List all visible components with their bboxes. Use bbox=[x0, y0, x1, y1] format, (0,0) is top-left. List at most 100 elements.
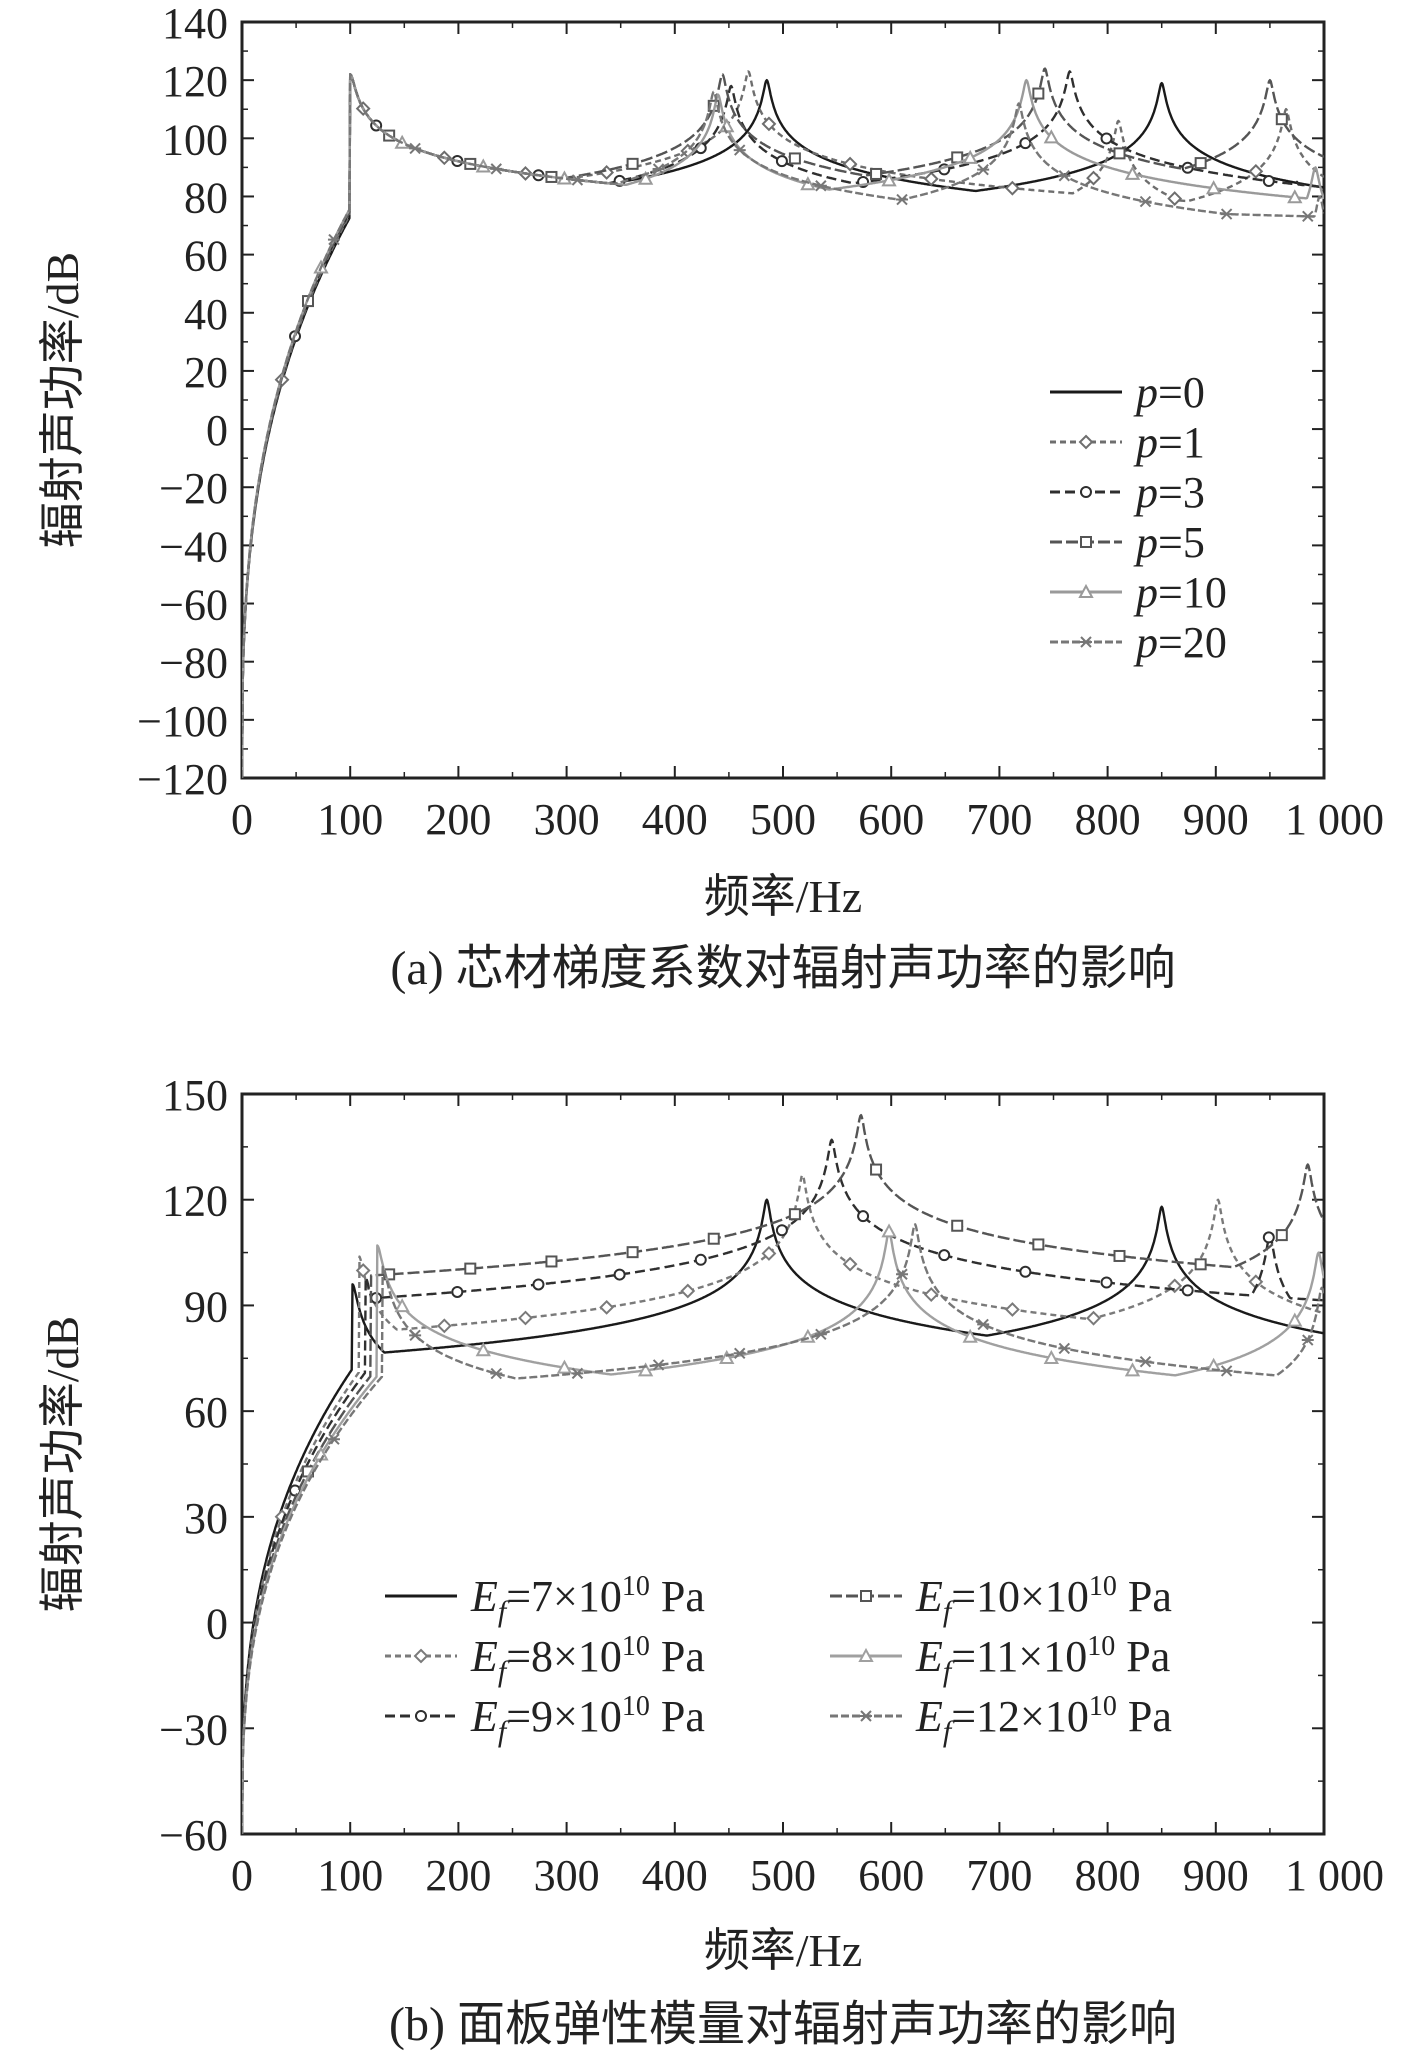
chart-b-series-4-point bbox=[637, 1362, 654, 1377]
chart-a-series-5-point bbox=[896, 193, 909, 206]
chart-b-series-2-point bbox=[694, 1253, 707, 1266]
legend-var: p bbox=[1133, 618, 1158, 667]
chart-b-caption: (b) 面板弹性模量对辐射声功率的影响 bbox=[389, 1998, 1177, 2051]
chart-b-y-tick-label: −60 bbox=[159, 1811, 228, 1860]
legend-var: E bbox=[915, 1692, 943, 1741]
chart-a-series-5-point bbox=[1058, 170, 1071, 182]
chart-b-series-3-point bbox=[1032, 1238, 1045, 1251]
chart-a-series-1-point bbox=[1167, 191, 1183, 206]
chart-a-x-tick-label: 200 bbox=[425, 795, 491, 844]
chart-b-series-2-point bbox=[1019, 1265, 1032, 1278]
chart-a-legend-item-2: p=3 bbox=[1050, 468, 1205, 517]
chart-b-legend-item-2: Ef=9×1010 Pa bbox=[385, 1691, 705, 1748]
chart-b-y-tick-labels: 150 120 90 60 30 0 −30 −60 bbox=[159, 1071, 228, 1860]
chart-b-series-4-point bbox=[719, 1349, 735, 1364]
chart-a-series-1-point bbox=[842, 156, 858, 172]
chart-a-series-lines bbox=[242, 67, 1324, 778]
chart-b-series-1-point bbox=[1004, 1302, 1020, 1317]
chart-a-y-tick-label: 100 bbox=[162, 115, 228, 164]
chart-a-legend-item-1: p=1 bbox=[1050, 418, 1205, 467]
chart-a-series-3-point bbox=[1275, 113, 1288, 126]
chart-b-y-tick-label: 30 bbox=[184, 1494, 228, 1543]
legend-suffix: =0 bbox=[1158, 368, 1205, 417]
chart-a-series-line-5 bbox=[242, 73, 1324, 778]
chart-b-series-1-point bbox=[680, 1283, 696, 1299]
legend-suffix: Pa bbox=[1117, 1572, 1172, 1621]
chart-b-x-tick-label: 300 bbox=[534, 1851, 600, 1900]
chart-a-y-tick-labels: 140 120 100 80 60 40 20 0 −20 −40 −60 −80 −100 −120 bbox=[137, 0, 228, 804]
legend-mid: =10×10 bbox=[951, 1572, 1089, 1621]
chart-b-series-4-point bbox=[475, 1342, 491, 1357]
chart-a-series-4-point bbox=[1124, 165, 1141, 180]
chart-b-series-5-point bbox=[409, 1329, 422, 1342]
chart-b-x-axis-label: 频率/Hz bbox=[704, 1925, 862, 1976]
chart-a-legend-label: p=10 bbox=[1133, 568, 1227, 617]
chart-b-series-4-point bbox=[1287, 1312, 1303, 1327]
chart-b-series-5-point bbox=[896, 1268, 909, 1280]
chart-a-legend-marker bbox=[1078, 583, 1094, 598]
chart-a-series-3-point bbox=[788, 152, 801, 165]
chart-b-legend-item-0: Ef=7×1010 Pa bbox=[385, 1571, 705, 1628]
chart-b-x-tick-label: 100 bbox=[317, 1851, 383, 1900]
chart-a-series-4-point bbox=[1043, 129, 1060, 144]
chart-a-legend-item-3: p=5 bbox=[1050, 518, 1205, 567]
chart-b-series-3-point bbox=[1113, 1249, 1126, 1262]
legend-suffix: =3 bbox=[1158, 468, 1205, 517]
chart-a-x-tick-label: 100 bbox=[317, 795, 383, 844]
chart-a-y-tick-label: −120 bbox=[137, 755, 228, 804]
chart-a-y-tick-label: 20 bbox=[184, 348, 228, 397]
chart-a-series-4-point bbox=[962, 149, 978, 164]
chart-b-x-tick-label: 500 bbox=[750, 1851, 816, 1900]
chart-a-y-tick-label: 40 bbox=[184, 290, 228, 339]
chart-a-series-2-point bbox=[775, 155, 788, 168]
chart-b-series-1-point bbox=[761, 1246, 777, 1261]
chart-a-series-1-point bbox=[1086, 170, 1101, 186]
chart-b-series-2-point bbox=[1262, 1231, 1275, 1244]
chart-b-legend-marker bbox=[413, 1648, 429, 1664]
legend-superscript: 10 bbox=[622, 1631, 650, 1662]
chart-b-series-2-point bbox=[775, 1224, 788, 1237]
chart-b-series-line-1 bbox=[242, 1173, 1324, 1834]
chart-b-series-lines bbox=[242, 1114, 1324, 1834]
chart-a-series-5-point bbox=[1301, 210, 1314, 223]
chart-a-legend-label: p=20 bbox=[1133, 618, 1227, 667]
chart-b-y-tick-label: 0 bbox=[206, 1600, 228, 1649]
chart-b-series-3-point bbox=[788, 1208, 801, 1221]
chart-a-series-4-point bbox=[881, 172, 897, 187]
chart-a-series-3-point bbox=[626, 157, 639, 170]
chart-b-x-tick-label: 1 000 bbox=[1285, 1851, 1384, 1900]
chart-a-y-tick-label: 80 bbox=[184, 173, 228, 222]
chart-a-y-tick-label: −60 bbox=[159, 581, 228, 630]
chart-b-series-5-point bbox=[327, 1433, 340, 1445]
chart-b-series-3-point bbox=[464, 1262, 477, 1275]
chart-b-legend-marker bbox=[415, 1710, 427, 1722]
chart-b-series-1-point bbox=[436, 1318, 452, 1334]
chart-b-series-3-point bbox=[1194, 1258, 1207, 1271]
chart-b-series-5-point bbox=[490, 1367, 503, 1380]
legend-suffix: Pa bbox=[650, 1692, 705, 1741]
chart-b-legend-label: Ef=12×1010 Pa bbox=[915, 1691, 1172, 1748]
chart-b-series-5-point bbox=[652, 1359, 665, 1371]
chart-b-series-3-point bbox=[1275, 1229, 1288, 1242]
chart-a-series-5-point bbox=[977, 163, 990, 176]
chart-a-series-4-point bbox=[800, 176, 816, 191]
legend-superscript: 10 bbox=[622, 1691, 650, 1722]
legend-suffix: =1 bbox=[1158, 418, 1205, 467]
chart-a-series-4-point bbox=[1287, 189, 1303, 204]
chart-b-ticks bbox=[241, 1093, 1325, 1835]
chart-b-series-2-point bbox=[451, 1285, 464, 1298]
chart-a-series-1-point bbox=[761, 116, 777, 132]
legend-mid: =8×10 bbox=[506, 1632, 622, 1681]
legend-superscript: 10 bbox=[1089, 1571, 1117, 1602]
chart-a-y-tick-label: −100 bbox=[137, 697, 228, 746]
chart-a-x-tick-label: 1 000 bbox=[1285, 795, 1384, 844]
chart-b-y-tick-label: 120 bbox=[162, 1177, 228, 1226]
legend-suffix: =20 bbox=[1158, 618, 1227, 667]
chart-b-legend-label: Ef=10×1010 Pa bbox=[915, 1571, 1172, 1628]
chart-a-legend-marker bbox=[1080, 486, 1092, 498]
legend-superscript: 10 bbox=[622, 1571, 650, 1602]
